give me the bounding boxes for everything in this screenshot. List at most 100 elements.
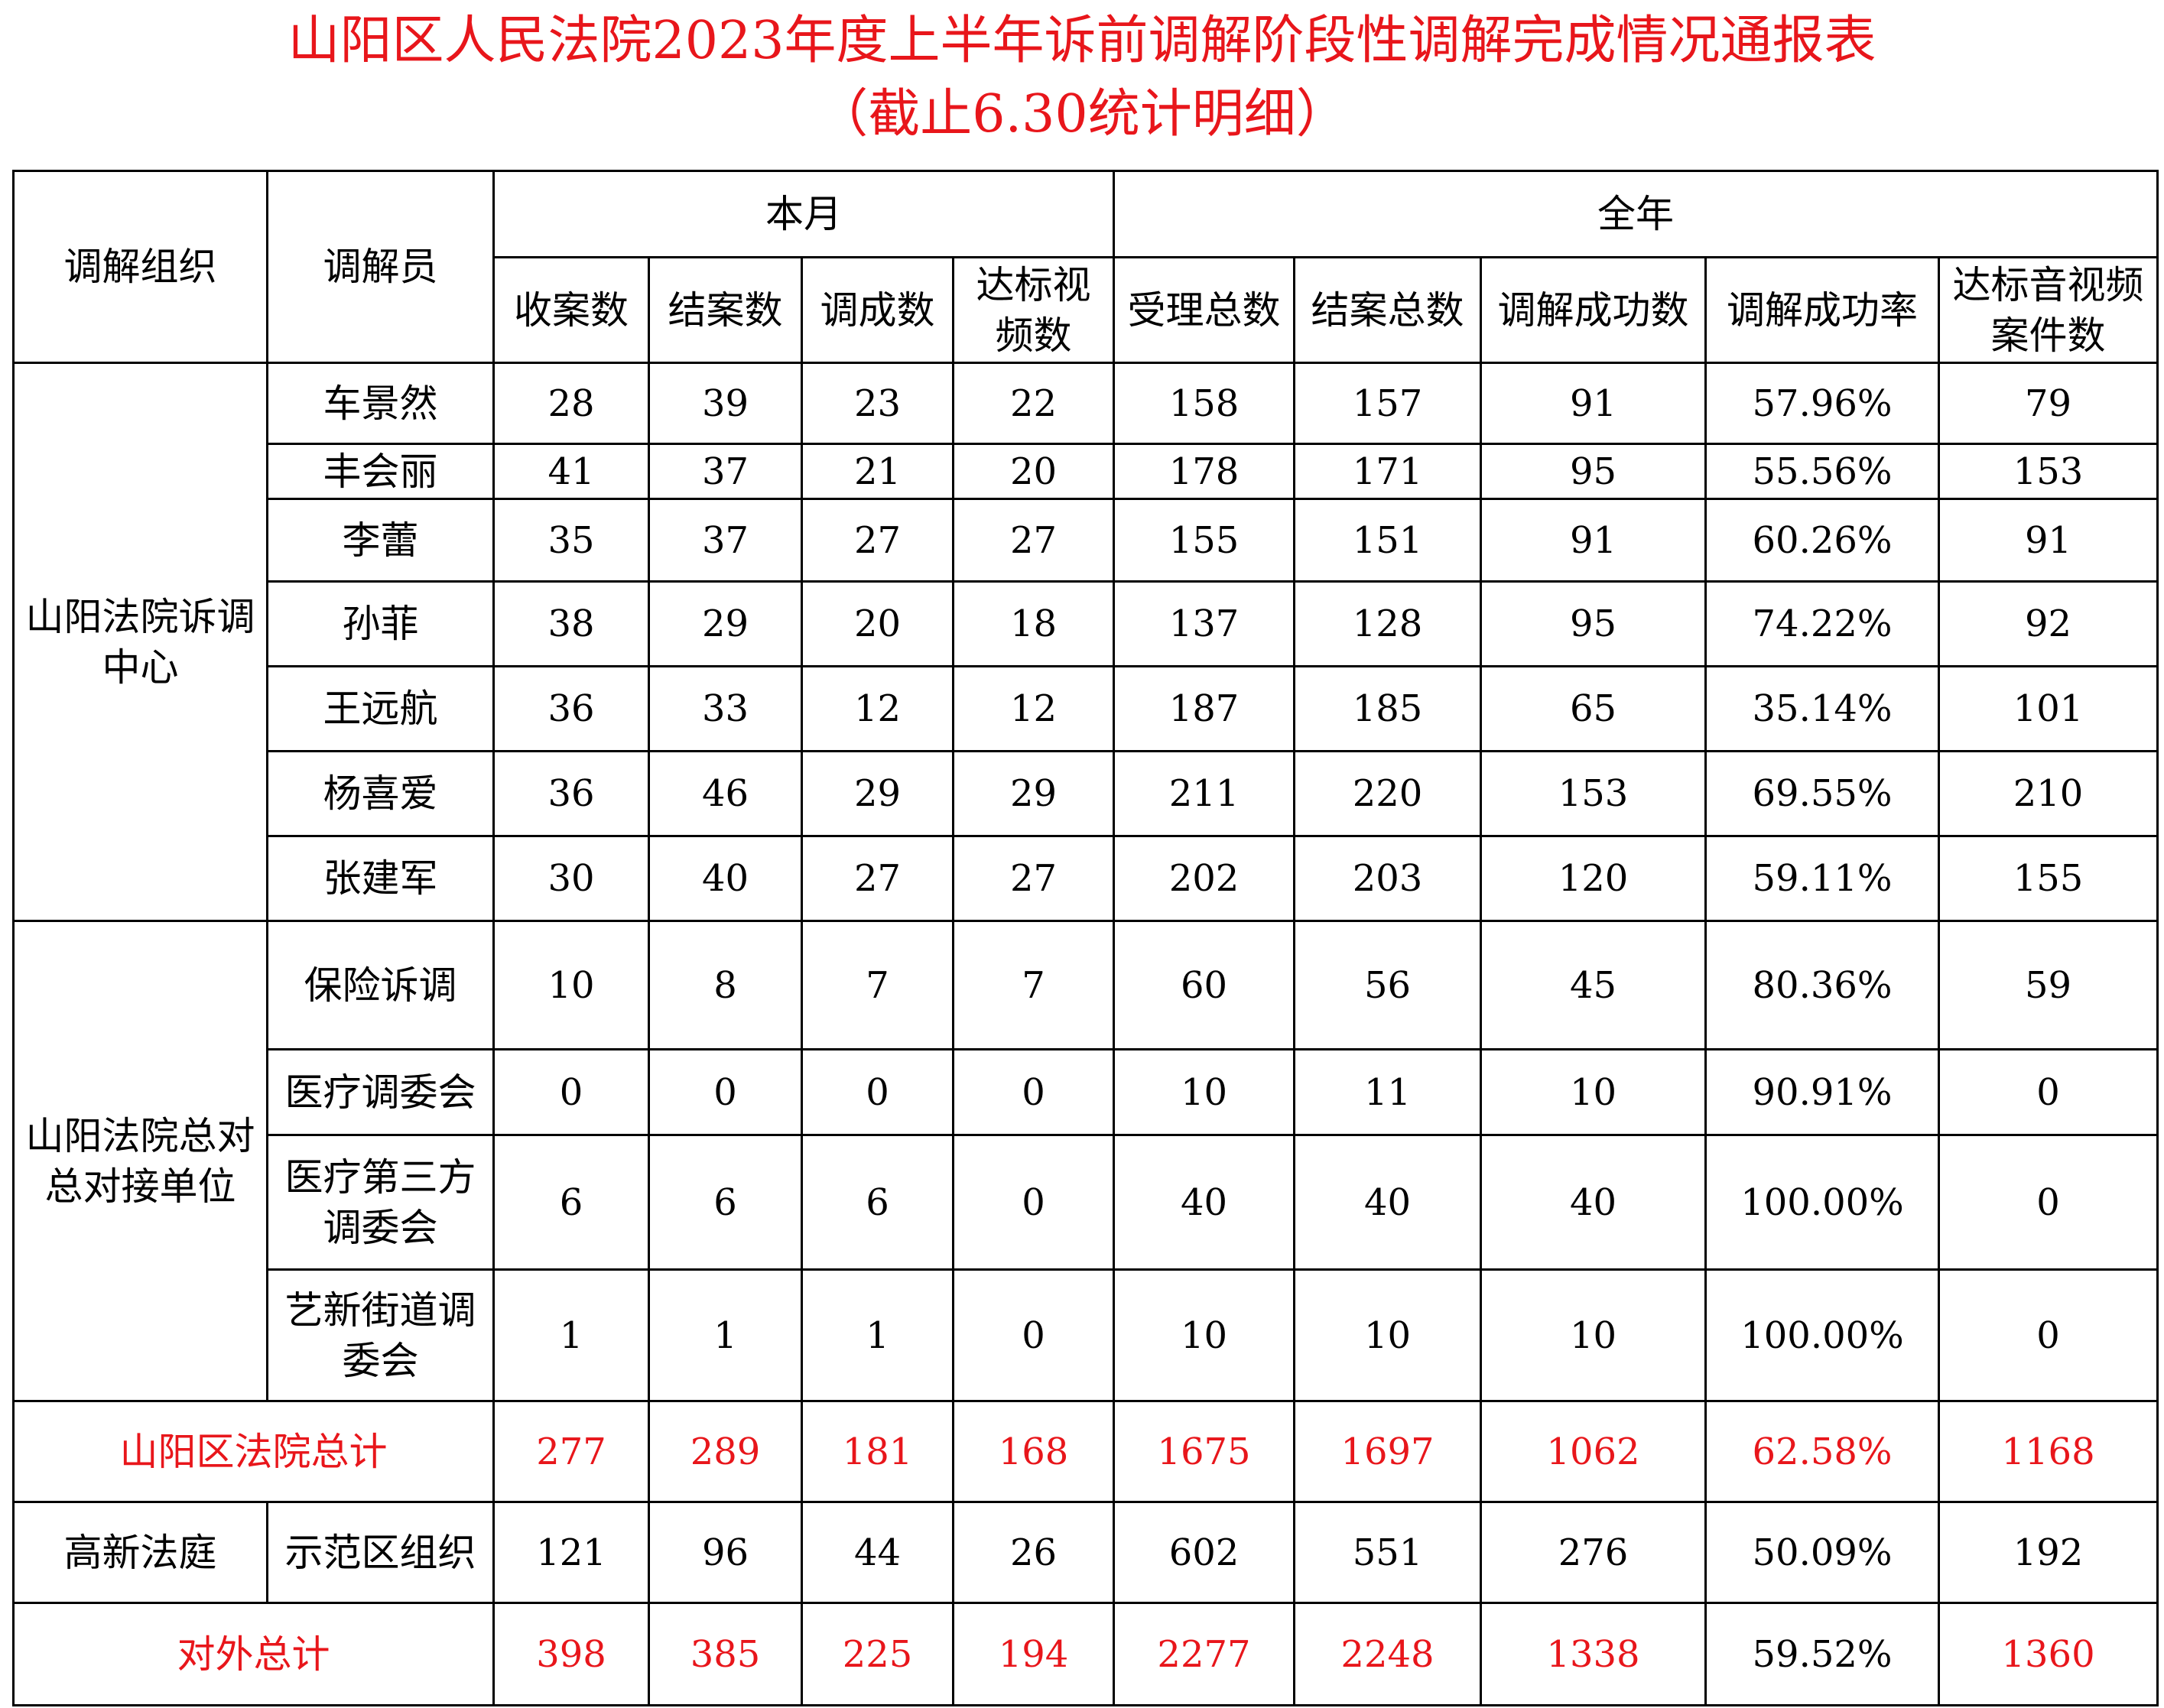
header-year-col: 达标音视频案件数 (1937, 256, 2159, 364)
value-cell: 11 (1293, 1048, 1482, 1136)
value-cell: 0 (952, 1134, 1115, 1271)
value-cell: 192 (1937, 1501, 2159, 1604)
value-cell: 1 (492, 1268, 650, 1402)
value-cell: 80.36% (1704, 920, 1940, 1050)
value-cell: 153 (1480, 750, 1707, 837)
value-cell: 6 (648, 1134, 803, 1271)
mediator-name-cell: 李蕾 (266, 498, 495, 583)
page-subtitle: （截止6.30统计明细） (816, 84, 1348, 144)
value-cell: 10 (1113, 1268, 1295, 1402)
header-year: 全年 (1112, 170, 2159, 258)
value-cell: 385 (648, 1602, 803, 1706)
mediator-name-cell: 杨喜爱 (266, 750, 495, 837)
value-cell: 12 (801, 665, 954, 752)
value-cell: 60.26% (1704, 498, 1940, 583)
value-cell: 41 (492, 443, 650, 500)
value-cell: 0 (492, 1048, 650, 1136)
value-cell: 20 (952, 443, 1115, 500)
value-cell: 168 (952, 1400, 1115, 1503)
value-cell: 62.58% (1704, 1400, 1940, 1503)
mediator-name-cell: 医疗第三方调委会 (266, 1134, 495, 1271)
value-cell: 91 (1480, 498, 1707, 583)
value-cell: 151 (1293, 498, 1482, 583)
value-cell: 45 (1480, 920, 1707, 1050)
page-title: 山阳区人民法院2023年度上半年诉前调解阶段性调解完成情况通报表 (288, 11, 1876, 71)
table-row: 孙菲 38 29 20 18 137 128 95 74.22% 92 (14, 580, 2159, 667)
value-cell: 10 (1113, 1048, 1295, 1136)
value-cell: 1062 (1480, 1400, 1707, 1503)
value-cell: 37 (648, 443, 803, 500)
value-cell: 91 (1480, 362, 1707, 445)
value-cell: 38 (492, 580, 650, 667)
value-cell: 40 (648, 835, 803, 922)
value-cell: 1360 (1937, 1602, 2159, 1706)
value-cell: 50.09% (1704, 1501, 1940, 1604)
court-total-row: 山阳区法院总计 277 289 181 168 1675 1697 1062 62.58% 116… (12, 1400, 2159, 1503)
value-cell: 59.11% (1704, 835, 1940, 922)
value-cell: 65 (1480, 665, 1707, 752)
value-cell: 398 (492, 1602, 650, 1706)
header-year-col: 结案总数 (1293, 256, 1482, 364)
value-cell: 27 (801, 498, 954, 583)
table-row: 张建军 30 40 27 27 202 203 120 59.11% 155 (14, 835, 2159, 922)
value-cell: 153 (1937, 443, 2159, 500)
value-cell: 36 (492, 665, 650, 752)
value-cell: 74.22% (1704, 580, 1940, 667)
value-cell: 10 (1293, 1268, 1482, 1402)
value-cell: 1168 (1937, 1400, 2159, 1503)
external-total-row: 对外总计 398 385 225 194 2277 2248 1338 59.52% 1360 (12, 1602, 2159, 1706)
value-cell: 20 (801, 580, 954, 667)
table-row: 医疗调委会 0 0 0 0 10 11 10 90.91% 0 (14, 1048, 2159, 1136)
value-cell: 1675 (1113, 1400, 1295, 1503)
value-cell: 10 (1480, 1048, 1707, 1136)
value-cell: 2248 (1293, 1602, 1482, 1706)
value-cell: 18 (952, 580, 1115, 667)
value-cell: 27 (801, 835, 954, 922)
value-cell: 2277 (1113, 1602, 1295, 1706)
mediation-report-table: 调解组织 调解员 本月 全年 收案数 结案数 调成数 达标视频数 受理总数 结案… (12, 170, 2159, 1706)
value-cell: 69.55% (1704, 750, 1940, 837)
value-cell: 79 (1937, 362, 2159, 445)
value-cell: 10 (1480, 1268, 1707, 1402)
value-cell: 0 (648, 1048, 803, 1136)
value-cell: 27 (952, 835, 1115, 922)
value-cell: 35.14% (1704, 665, 1940, 752)
value-cell: 157 (1293, 362, 1482, 445)
value-cell: 22 (952, 362, 1115, 445)
value-cell: 40 (1113, 1134, 1295, 1271)
value-cell: 203 (1293, 835, 1482, 922)
value-cell: 55.56% (1704, 443, 1940, 500)
table-row: 杨喜爱 36 46 29 29 211 220 153 69.55% 210 (14, 750, 2159, 837)
value-cell: 59 (1937, 920, 2159, 1050)
header-mediator: 调解员 (266, 170, 495, 364)
org-name-cell: 山阳法院诉调中心 (12, 362, 268, 922)
mediator-name-cell: 车景然 (266, 362, 495, 445)
header-month-col: 结案数 (648, 256, 803, 364)
header-month-col: 收案数 (492, 256, 650, 364)
value-cell: 137 (1113, 580, 1295, 667)
header-month-col: 调成数 (801, 256, 954, 364)
mediator-name-cell: 王远航 (266, 665, 495, 752)
gaoxin-row: 高新法庭 示范区组织 121 96 44 26 602 551 276 50.09% 192 (12, 1501, 2159, 1604)
value-cell: 44 (801, 1501, 954, 1604)
value-cell: 8 (648, 920, 803, 1050)
value-cell: 59.52% (1704, 1602, 1940, 1706)
header-year-col: 调解成功率 (1704, 256, 1940, 364)
value-cell: 602 (1113, 1501, 1295, 1604)
value-cell: 40 (1480, 1134, 1707, 1271)
value-cell: 551 (1293, 1501, 1482, 1604)
value-cell: 27 (952, 498, 1115, 583)
value-cell: 57.96% (1704, 362, 1940, 445)
value-cell: 1 (648, 1268, 803, 1402)
value-cell: 0 (952, 1268, 1115, 1402)
value-cell: 6 (801, 1134, 954, 1271)
value-cell: 120 (1480, 835, 1707, 922)
mediator-name-cell: 示范区组织 (266, 1501, 495, 1604)
value-cell: 276 (1480, 1501, 1707, 1604)
value-cell: 40 (1293, 1134, 1482, 1271)
value-cell: 29 (648, 580, 803, 667)
value-cell: 6 (492, 1134, 650, 1271)
table-row: 山阳法院总对总对接单位 保险诉调 10 8 7 7 60 56 45 80.36% 59 (12, 920, 2159, 1402)
value-cell: 7 (952, 920, 1115, 1050)
table-row: 李蕾 35 37 27 27 155 151 91 60.26% 91 (14, 498, 2159, 583)
